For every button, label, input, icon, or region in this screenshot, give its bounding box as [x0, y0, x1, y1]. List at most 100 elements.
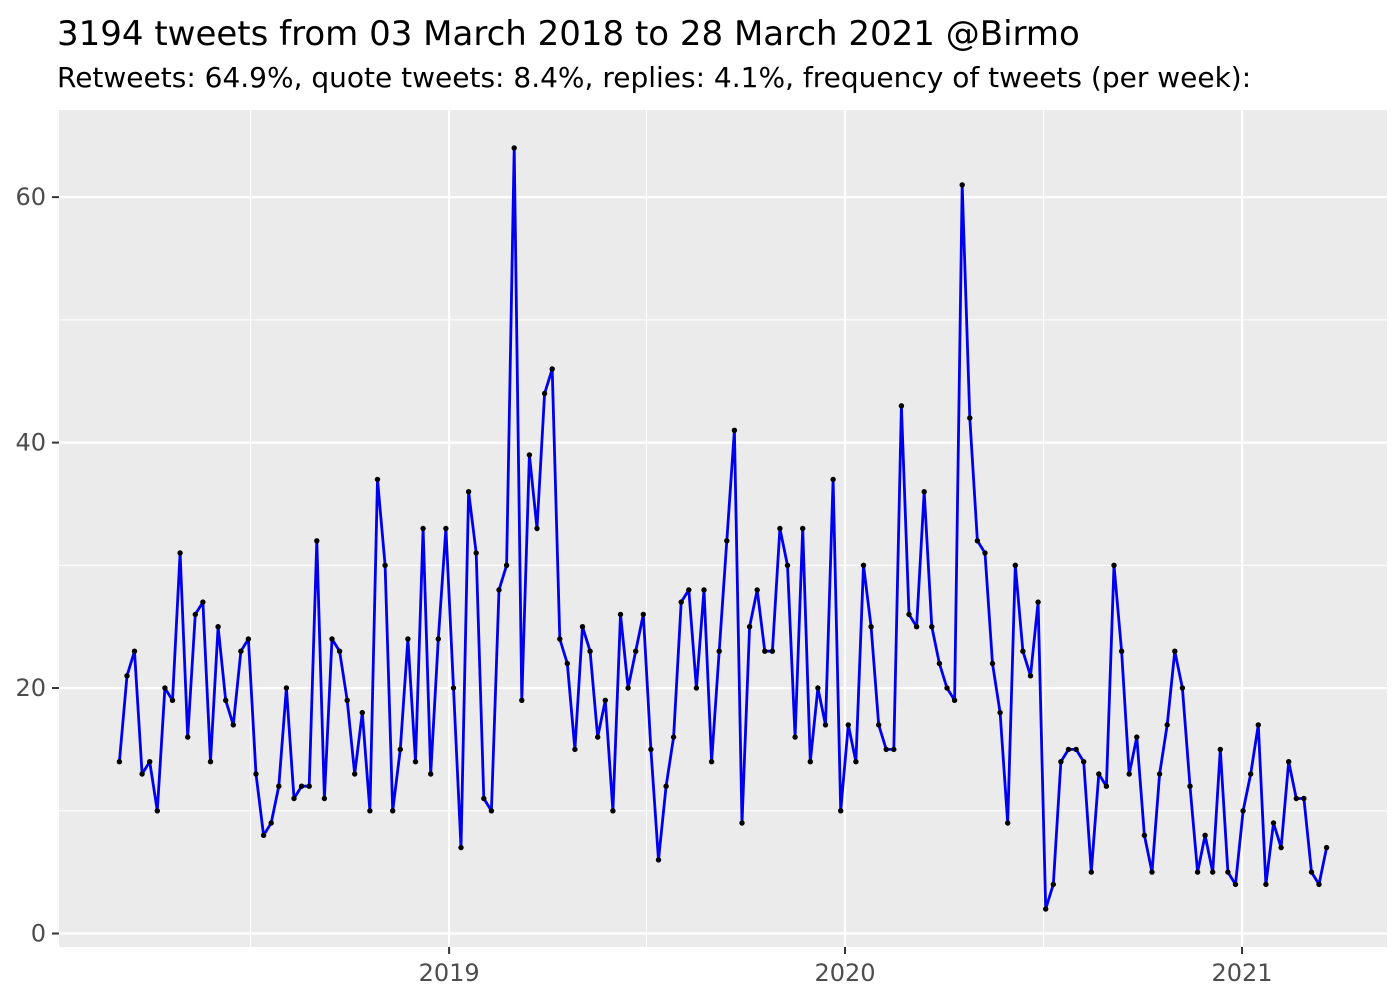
data-point: [1293, 795, 1300, 802]
data-point: [876, 722, 882, 728]
data-point: [291, 795, 297, 802]
data-point: [1020, 648, 1026, 654]
data-point: [503, 562, 510, 568]
data-point: [359, 709, 365, 716]
data-point: [1210, 869, 1216, 875]
data-point: [192, 611, 198, 618]
data-point: [329, 636, 335, 642]
data-point: [1301, 795, 1307, 802]
data-point: [276, 783, 282, 789]
data-point: [633, 648, 639, 654]
data-point: [116, 759, 123, 765]
data-point: [967, 415, 973, 421]
x-axis-tick-label: 2020: [814, 959, 875, 987]
data-point: [929, 624, 935, 630]
data-point: [777, 525, 783, 532]
data-point: [306, 783, 312, 789]
data-point: [800, 525, 806, 532]
data-point: [336, 648, 343, 654]
data-point: [974, 538, 981, 544]
data-point: [906, 611, 912, 618]
data-point: [162, 685, 168, 691]
data-point: [1278, 844, 1284, 851]
data-point: [1065, 746, 1072, 753]
data-point: [853, 759, 859, 765]
data-point: [595, 734, 601, 740]
data-point: [481, 795, 487, 802]
data-point: [625, 685, 631, 691]
data-point: [557, 636, 563, 642]
data-point: [458, 844, 464, 851]
data-point: [883, 746, 889, 753]
data-point: [223, 697, 229, 703]
y-axis-tick-label: 40: [15, 429, 46, 457]
data-point: [238, 648, 244, 654]
data-point: [139, 771, 145, 777]
data-point: [1035, 599, 1041, 605]
y-axis-tick-label: 20: [15, 674, 46, 702]
data-point: [1088, 869, 1095, 875]
data-point: [147, 759, 153, 765]
data-point: [215, 624, 221, 630]
x-axis-tick-label: 2021: [1211, 959, 1272, 987]
y-axis-tick-label: 0: [31, 920, 46, 948]
data-point: [1217, 746, 1224, 753]
data-point: [344, 697, 350, 703]
y-axis-tick-label: 60: [15, 183, 46, 211]
data-point: [693, 685, 700, 691]
data-point: [739, 820, 745, 826]
data-point: [465, 489, 472, 495]
data-point: [1255, 722, 1262, 728]
data-point: [830, 476, 836, 483]
data-point: [997, 709, 1003, 716]
data-point: [670, 734, 677, 740]
data-point: [951, 697, 958, 703]
data-point: [807, 759, 813, 765]
data-point: [511, 145, 517, 151]
data-point: [860, 562, 867, 568]
data-point: [1270, 820, 1277, 826]
data-point: [1202, 832, 1208, 838]
data-point: [200, 599, 206, 605]
data-point: [1043, 906, 1049, 912]
data-point: [1050, 881, 1057, 888]
frequency-line: [118, 146, 1328, 911]
data-point: [921, 489, 927, 495]
data-point: [488, 808, 495, 814]
data-point: [169, 697, 176, 703]
data-point: [1141, 832, 1148, 838]
data-point: [959, 182, 965, 188]
data-point: [944, 685, 950, 691]
data-point: [1179, 685, 1186, 691]
data-point: [268, 820, 274, 826]
data-point: [579, 624, 586, 630]
data-point: [1156, 771, 1163, 777]
data-point: [374, 476, 381, 483]
data-point: [1073, 746, 1079, 753]
data-point: [822, 722, 829, 728]
data-point: [1164, 722, 1170, 728]
data-point: [230, 722, 236, 728]
data-point: [701, 587, 707, 593]
data-point: [154, 808, 160, 814]
data-point: [534, 525, 540, 532]
chart-subtitle: Retweets: 64.9%, quote tweets: 8.4%, rep…: [57, 61, 1252, 94]
data-point: [435, 636, 441, 642]
data-point: [1286, 759, 1292, 765]
data-point: [519, 697, 525, 703]
data-point: [898, 403, 905, 409]
data-point: [253, 771, 259, 777]
data-point: [731, 427, 738, 433]
data-point: [815, 685, 821, 691]
data-point: [1232, 881, 1239, 888]
data-point: [314, 538, 320, 544]
data-point: [936, 660, 943, 667]
data-point: [260, 832, 267, 838]
plot-panel: [59, 110, 1387, 947]
x-axis-tick-label: 2019: [419, 959, 480, 987]
data-point: [1126, 771, 1132, 777]
data-point: [762, 648, 768, 654]
data-point: [1134, 734, 1140, 740]
data-point: [1248, 771, 1254, 777]
data-point: [754, 587, 760, 593]
